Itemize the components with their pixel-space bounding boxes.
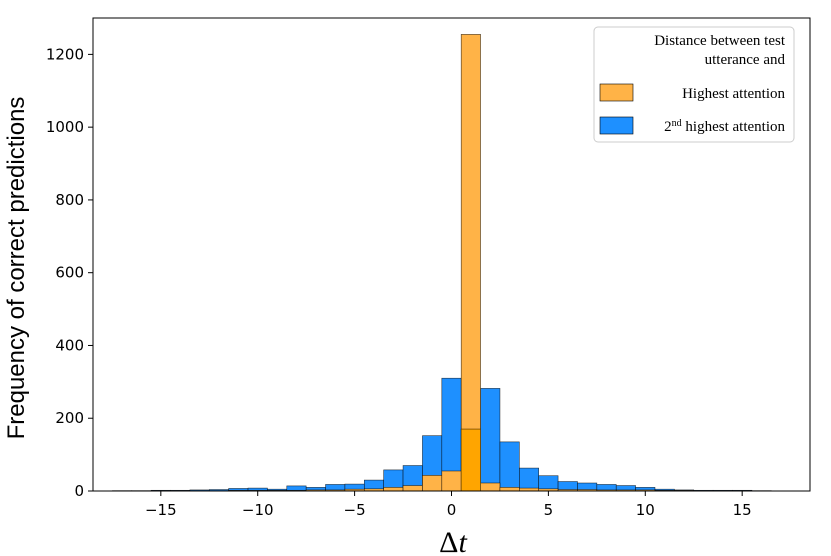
y-tick-label: 200: [55, 409, 84, 427]
second-highest-bar: [519, 467, 540, 492]
x-tick-label: 5: [544, 501, 554, 519]
overlap-layer: [460, 428, 481, 492]
x-axis: −15 −10 −5 0 5 10 15: [145, 491, 752, 519]
x-tick-label: −15: [145, 501, 177, 519]
x-tick-label: 0: [447, 501, 457, 519]
highest-bar: [402, 485, 423, 492]
y-tick-label: 1200: [46, 45, 84, 63]
highest-bar: [441, 470, 462, 492]
x-tick-label: −10: [242, 501, 274, 519]
highest-bar: [480, 482, 501, 492]
x-tick-label: 10: [636, 501, 655, 519]
y-axis-label: Frequency of correct predictions: [3, 97, 30, 440]
y-tick-label: 400: [55, 336, 84, 354]
y-tick-label: 600: [55, 264, 84, 282]
overlap-bar: [460, 428, 481, 492]
highest-bar: [499, 487, 520, 492]
legend-title-line-2: utterance and: [705, 52, 786, 68]
bars-layer: [112, 34, 772, 492]
highest-bar: [460, 34, 481, 492]
y-tick-label: 800: [55, 191, 84, 209]
second-highest-bar: [480, 388, 501, 492]
x-axis-label: Δt: [439, 526, 467, 556]
legend-label-second-highest-attention: 2nd highest attention: [664, 118, 785, 135]
y-tick-label: 0: [74, 482, 84, 500]
legend: Distance between test utterance and High…: [593, 26, 795, 143]
legend-swatch-highest-attention: [599, 83, 634, 102]
legend-box: [593, 26, 795, 143]
x-tick-label: −5: [344, 501, 366, 519]
y-axis: 0 200 400 600 800 1000 1200: [46, 45, 93, 500]
legend-label-highest-attention: Highest attention: [682, 86, 785, 102]
legend-title-line-1: Distance between test: [654, 33, 786, 49]
legend-swatch-second-highest-attention: [599, 116, 634, 135]
y-tick-label: 1000: [46, 118, 84, 136]
second-highest-bar: [499, 441, 520, 492]
x-tick-label: 15: [733, 501, 752, 519]
highest-bar: [422, 475, 443, 492]
highest-bar: [383, 487, 404, 492]
